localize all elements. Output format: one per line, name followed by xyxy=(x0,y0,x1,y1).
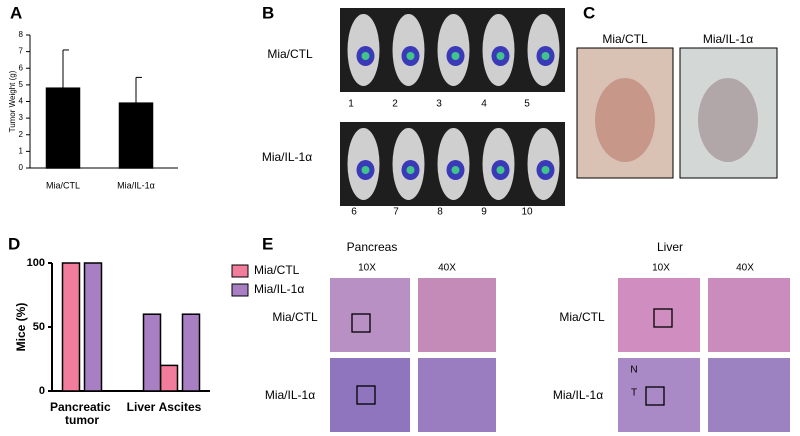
y-tick-label: 50 xyxy=(33,321,45,333)
column-label: Mia/CTL xyxy=(602,32,648,46)
number-label: 4 xyxy=(481,99,487,110)
micrograph xyxy=(330,358,410,432)
marker: T xyxy=(631,388,637,399)
signal xyxy=(541,166,550,174)
number-label: 2 xyxy=(392,99,398,110)
bar xyxy=(181,313,201,392)
micrograph xyxy=(618,358,700,432)
y-tick-label: 1 xyxy=(19,146,24,155)
micrograph xyxy=(418,358,496,432)
marker: N xyxy=(630,365,637,376)
x-tick-label: Ascites xyxy=(159,400,202,414)
number-label: 10 xyxy=(521,207,533,218)
legend-swatch xyxy=(231,264,249,278)
panel-label: C xyxy=(583,3,595,22)
row-label: Mia/CTL xyxy=(272,310,318,324)
micrograph xyxy=(708,278,790,352)
signal xyxy=(541,52,550,60)
column-label: 10X xyxy=(652,263,670,274)
number-label: 6 xyxy=(351,207,357,218)
photo xyxy=(595,78,655,162)
y-tick-label: 5 xyxy=(19,80,24,89)
bar xyxy=(142,313,162,392)
histology-panel: Pancreas 10X 40X Liver 10X 40X N T Mia/C… xyxy=(265,240,790,432)
y-tick-label: 6 xyxy=(19,63,24,72)
inset-box xyxy=(356,385,376,405)
x-tick-label: Mia/CTL xyxy=(46,180,80,190)
photo xyxy=(698,78,758,162)
photo-panel: Mia/CTL Mia/IL-1α xyxy=(576,32,778,179)
column-label: 10X xyxy=(358,263,376,274)
signal xyxy=(406,52,415,60)
y-axis-label: Mice (%) xyxy=(14,303,28,352)
row-label: Mia/IL-1α xyxy=(262,150,312,164)
column-label: 40X xyxy=(736,263,754,274)
number-label: 8 xyxy=(437,207,443,218)
micrograph xyxy=(708,358,790,432)
row-label: Mia/CTL xyxy=(267,47,313,61)
x-tick-label: Liver xyxy=(127,400,156,414)
micrograph xyxy=(418,278,496,352)
group-title: Liver xyxy=(657,240,683,254)
legend-label: Mia/CTL xyxy=(254,263,300,277)
bar xyxy=(118,102,154,169)
panel-label: E xyxy=(262,234,273,253)
panel-label: D xyxy=(8,234,20,253)
y-tick-label: 0 xyxy=(19,163,24,172)
signal xyxy=(496,52,505,60)
number-label: 3 xyxy=(436,99,442,110)
bar xyxy=(45,87,81,169)
bar xyxy=(83,262,103,392)
x-tick-label: Pancreatic tumor xyxy=(50,400,114,427)
row-label: Mia/IL-1α xyxy=(265,388,315,402)
micrograph xyxy=(618,278,700,352)
inset-box xyxy=(351,313,371,333)
number-label: 9 xyxy=(481,207,487,218)
number-label: 5 xyxy=(524,99,530,110)
y-tick-label: 7 xyxy=(19,47,24,56)
signal xyxy=(361,166,370,174)
y-tick-label: 100 xyxy=(27,257,45,269)
panel-label: B xyxy=(262,3,274,22)
row-label: Mia/IL-1α xyxy=(553,388,603,402)
panel-label: A xyxy=(10,3,22,22)
y-tick-label: 3 xyxy=(19,113,24,122)
column-label: Mia/IL-1α xyxy=(703,32,753,46)
signal xyxy=(451,166,460,174)
y-tick-label: 8 xyxy=(19,30,24,39)
bar xyxy=(61,262,81,392)
inset-box xyxy=(645,386,665,406)
y-tick-label: 2 xyxy=(19,130,24,139)
bar xyxy=(159,364,179,392)
x-tick-label-line: Pancreatic xyxy=(50,400,114,414)
y-tick-label: 0 xyxy=(39,385,45,397)
column-label: 40X xyxy=(438,263,456,274)
y-axis-label: Tumor Weight (g) xyxy=(8,70,17,132)
signal xyxy=(496,166,505,174)
row-label: Mia/CTL xyxy=(559,310,605,324)
x-tick-label-line: tumor xyxy=(65,413,99,427)
legend-swatch xyxy=(231,283,249,297)
signal xyxy=(361,52,370,60)
signal xyxy=(406,166,415,174)
group-title: Pancreas xyxy=(347,240,398,254)
y-tick-label: 4 xyxy=(19,97,24,106)
number-label: 7 xyxy=(393,207,399,218)
number-label: 1 xyxy=(348,99,354,110)
signal xyxy=(451,52,460,60)
inset-box xyxy=(653,308,673,328)
x-tick-label: Mia/IL-1α xyxy=(117,180,155,190)
legend-label: Mia/IL-1α xyxy=(254,282,304,296)
